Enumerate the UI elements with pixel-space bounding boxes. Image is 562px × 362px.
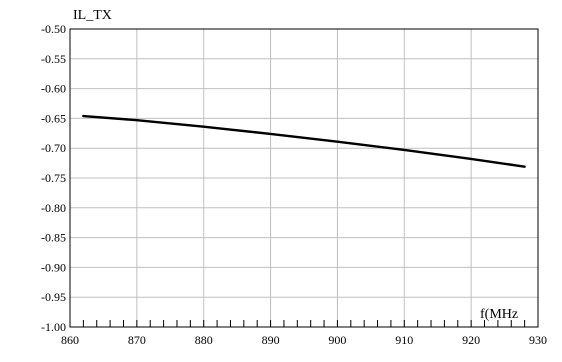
- x-tick-label: 910: [395, 333, 413, 347]
- plot-frame: [69, 28, 539, 328]
- x-tick-labels: 860 870 880 890 900 910 920 930: [61, 333, 547, 347]
- y-tick-label: -0.85: [41, 231, 66, 245]
- y-tick-label: -0.65: [41, 111, 66, 125]
- y-tick-label: -0.80: [41, 201, 66, 215]
- y-axis-title: IL_TX: [73, 8, 112, 23]
- minor-ticks: [82, 320, 526, 327]
- y-tick-label: -0.95: [41, 290, 66, 304]
- grid: [70, 29, 538, 327]
- x-tick-label: 890: [262, 333, 280, 347]
- y-tick-label: -0.70: [41, 141, 66, 155]
- series-line: [82, 114, 526, 168]
- y-tick-label: -0.55: [41, 52, 66, 66]
- y-tick-labels: -0.50 -0.55 -0.60 -0.65 -0.70 -0.75 -0.80 -0.85…: [41, 22, 66, 334]
- x-axis-title: f(MHz: [480, 307, 518, 322]
- x-tick-label: 860: [61, 333, 79, 347]
- y-tick-label: -0.75: [41, 171, 66, 185]
- x-tick-label: 880: [195, 333, 213, 347]
- x-tick-label: 920: [462, 333, 480, 347]
- x-tick-label: 900: [328, 333, 346, 347]
- x-tick-label: 930: [529, 333, 547, 347]
- y-tick-label: -0.90: [41, 260, 66, 274]
- x-tick-label: 870: [128, 333, 146, 347]
- y-tick-label: -1.00: [41, 320, 66, 334]
- y-tick-label: -0.50: [41, 22, 66, 36]
- y-tick-label: -0.60: [41, 82, 66, 96]
